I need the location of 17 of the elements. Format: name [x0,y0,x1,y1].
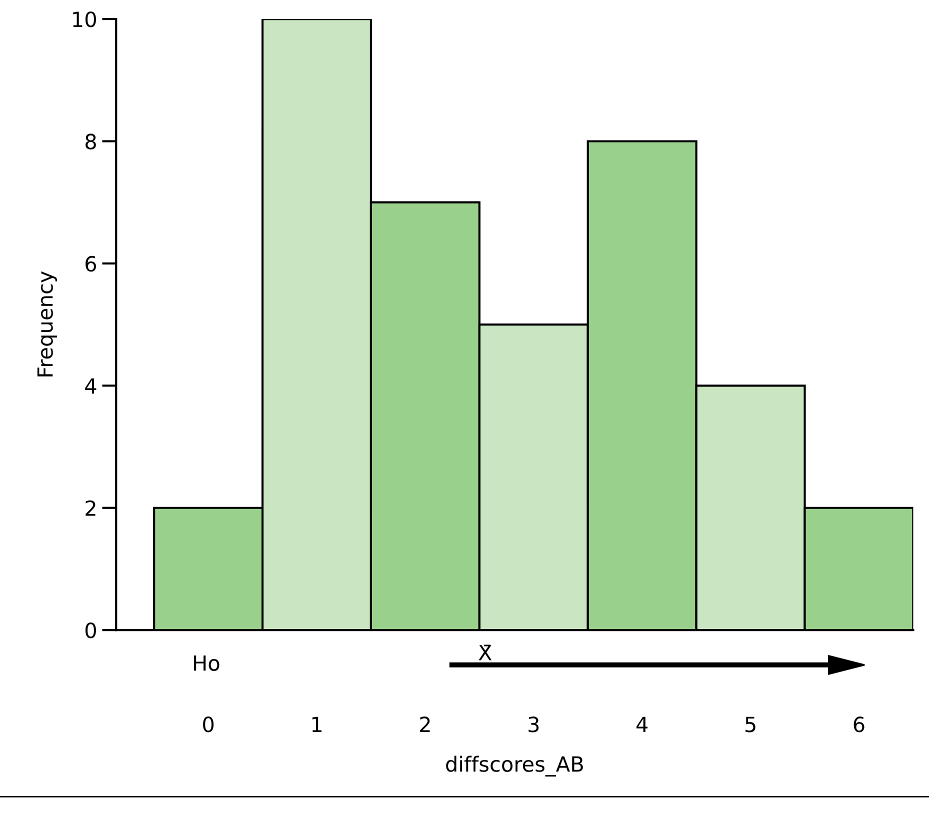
x-tick-label: 4 [636,716,648,732]
y-tick-label: 10 [73,11,96,28]
x-tick-label: 2 [420,716,430,732]
x-tick-label: 5 [746,716,756,732]
y-tick-label: 0 [85,622,96,638]
x-tick-label: 1 [312,716,322,732]
x-tick-label: 6 [854,716,864,732]
y-tick-label: 6 [86,256,96,272]
x-tick-label: 3 [528,716,539,732]
x-tick-label: 0 [203,716,214,732]
y-axis-title: Frequency [37,271,57,376]
y-tick-label: 4 [85,378,96,394]
text: Ho [194,655,220,671]
y-tick-label: 8 [86,134,96,150]
text: X̄ [478,644,492,660]
y-tick-label: 2 [86,500,96,516]
x-axis-title: diffscores_AB [446,756,583,777]
